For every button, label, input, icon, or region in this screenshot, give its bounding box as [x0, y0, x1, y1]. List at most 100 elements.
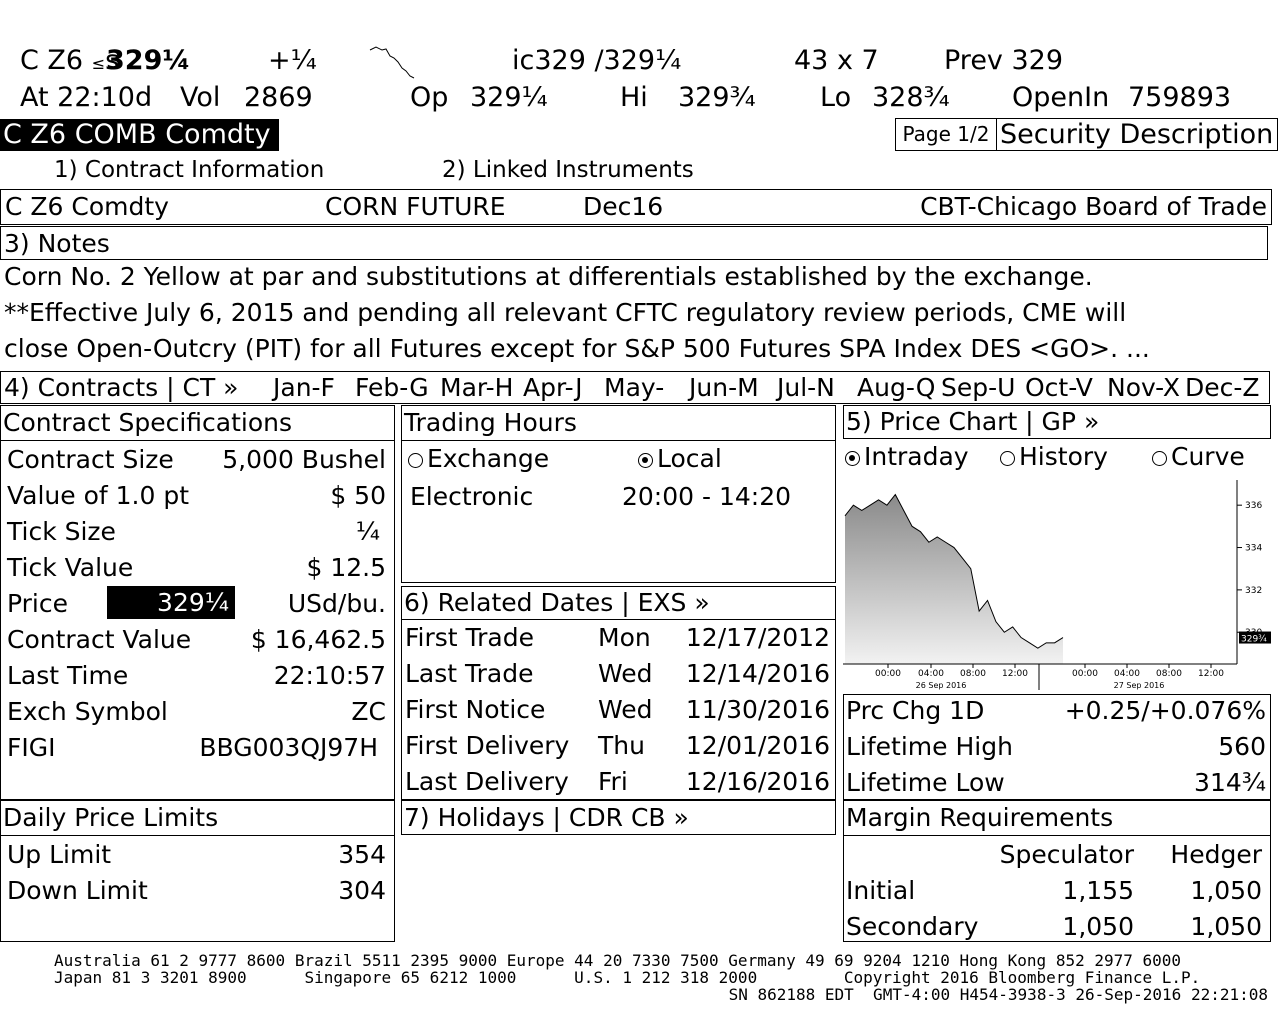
- margin-hedger-value: 1,050: [1190, 876, 1262, 905]
- contracts-label[interactable]: 4) Contracts | CT »: [4, 373, 239, 402]
- holidays-header[interactable]: 7) Holidays | CDR CB »: [401, 800, 836, 835]
- radio-unselected-icon: [1152, 450, 1167, 466]
- history-label: History: [1019, 442, 1108, 471]
- price-chart-header[interactable]: 5) Price Chart | GP »: [846, 407, 1100, 436]
- date-label-day-1: 26 Sep 2016: [916, 681, 967, 690]
- contract-month-aug[interactable]: Aug-Q: [857, 373, 936, 402]
- figi-label: FIGI: [7, 733, 56, 762]
- figi-value: BBG003QJ97H: [199, 733, 378, 762]
- contract-month-dec[interactable]: Dec-Z: [1185, 373, 1260, 402]
- curve-option[interactable]: Curve: [1152, 442, 1245, 472]
- hedger-column-header: Hedger: [1170, 840, 1262, 869]
- date-value: 12/14/2016: [685, 659, 830, 688]
- contract-month-feb[interactable]: Feb-G: [355, 373, 429, 402]
- intraday-price-chart[interactable]: 336334332330329¾00:0004:0008:0012:0000:0…: [843, 478, 1271, 694]
- lifetime-high-value: 560: [1218, 732, 1266, 761]
- prev-close: Prev 329: [944, 45, 1064, 76]
- last-price: 329¼: [106, 45, 191, 76]
- trading-hours-panel: Trading Hours Exchange Local Electronic …: [401, 405, 836, 583]
- intraday-option[interactable]: Intraday: [845, 442, 969, 472]
- low-value: 328¾: [872, 82, 950, 113]
- daily-price-limits-panel: Daily Price Limits Up Limit 354 Down Lim…: [0, 800, 395, 942]
- menu-contract-information[interactable]: 1) Contract Information: [54, 157, 325, 183]
- margin-hedger-value: 1,050: [1190, 912, 1262, 941]
- notes-header[interactable]: 3) Notes: [0, 226, 1268, 260]
- volume-label: Vol: [180, 82, 221, 113]
- security-ticker: C Z6 Comdty: [5, 192, 169, 221]
- contract-month-oct[interactable]: Oct-V: [1025, 373, 1093, 402]
- y-tick-label: 332: [1245, 586, 1262, 596]
- last-time-label: Last Time: [7, 661, 129, 690]
- exch-symbol-value: ZC: [351, 697, 386, 726]
- price-input[interactable]: 329¼: [107, 586, 235, 619]
- last-time-value: 22:10:57: [273, 661, 386, 690]
- x-tick-label: 08:00: [1156, 669, 1182, 679]
- menu-linked-instruments[interactable]: 2) Linked Instruments: [442, 157, 694, 183]
- tick-value-label: Tick Value: [7, 553, 134, 582]
- history-option[interactable]: History: [1000, 442, 1108, 472]
- contract-month-sep[interactable]: Sep-U: [941, 373, 1016, 402]
- high-label: Hi: [620, 82, 648, 113]
- date-day: Wed: [598, 659, 653, 688]
- date-day: Mon: [598, 623, 651, 652]
- down-limit-value: 304: [338, 876, 386, 905]
- contract-month-apr[interactable]: Apr-J: [523, 373, 583, 402]
- tick-size-label: Tick Size: [7, 517, 116, 546]
- lifetime-low-value: 314¾: [1194, 768, 1266, 797]
- date-label-day-2: 27 Sep 2016: [1114, 681, 1165, 690]
- value-of-point-label: Value of 1.0 pt: [7, 481, 190, 510]
- chart-axes: 336334332330329¾00:0004:0008:0012:0000:0…: [843, 480, 1271, 690]
- exchange-option-label: Exchange: [427, 444, 550, 473]
- footer-contacts-line-1: Australia 61 2 9777 8600 Brazil 5511 239…: [54, 951, 1182, 970]
- contract-month-mar[interactable]: Mar-H: [440, 373, 514, 402]
- local-time-option[interactable]: Local: [638, 444, 722, 474]
- footer-session-info: SN 862188 EDT GMT-4:00 H454-3938-3 26-Se…: [728, 985, 1268, 1004]
- date-day: Fri: [598, 767, 628, 796]
- contract-month-jul[interactable]: Jul-N: [777, 373, 835, 402]
- contract-month-may[interactable]: May-: [604, 373, 665, 402]
- intraday-label: Intraday: [864, 442, 969, 471]
- sparkline-icon: [369, 46, 415, 79]
- x-tick-label: 04:00: [1114, 669, 1140, 679]
- security-exchange: CBT-Chicago Board of Trade: [920, 192, 1267, 221]
- tick-value-value: $ 12.5: [306, 553, 386, 582]
- contracts-strip: 4) Contracts | CT » Jan-F Feb-G Mar-H Ap…: [0, 371, 1270, 404]
- price-change-value: +0.25/+0.076%: [1064, 696, 1266, 725]
- x-tick-label: 00:00: [875, 669, 901, 679]
- open-label: Op: [410, 82, 449, 113]
- date-label: First Trade: [405, 623, 535, 652]
- price-area: [845, 494, 1063, 664]
- x-tick-label: 08:00: [960, 669, 986, 679]
- contract-month-nov[interactable]: Nov-X: [1107, 373, 1181, 402]
- screen-title: Security Description: [996, 118, 1278, 151]
- net-change: +¼: [268, 45, 317, 76]
- contract-month-jun[interactable]: Jun-M: [689, 373, 759, 402]
- lifetime-low-label: Lifetime Low: [846, 768, 1005, 797]
- specs-header: Contract Specifications: [3, 408, 293, 437]
- contract-value-label: Contract Value: [7, 625, 192, 654]
- quote-ticker: C Z6 ≤s: [20, 45, 120, 76]
- up-limit-label: Up Limit: [7, 840, 112, 869]
- lifetime-high-label: Lifetime High: [846, 732, 1013, 761]
- price-stats-panel: Prc Chg 1D +0.25/+0.076% Lifetime High 5…: [843, 694, 1271, 800]
- contract-specifications-panel: Contract Specifications Contract Size 5,…: [0, 405, 395, 800]
- notes-line-3: close Open-Outcry (PIT) for all Futures …: [4, 334, 1150, 363]
- page-indicator[interactable]: Page 1/2: [895, 118, 997, 151]
- related-dates-header[interactable]: 6) Related Dates | EXS »: [404, 588, 710, 617]
- date-label: First Delivery: [405, 731, 570, 760]
- high-value: 329¾: [678, 82, 756, 113]
- radio-unselected-icon: [1000, 450, 1015, 466]
- last-price-tag-label: 329¾: [1241, 635, 1267, 645]
- contract-month-jan[interactable]: Jan-F: [273, 373, 335, 402]
- y-tick-label: 336: [1245, 501, 1262, 511]
- notes-line-2: **Effective July 6, 2015 and pending all…: [4, 298, 1127, 327]
- local-option-label: Local: [657, 444, 722, 473]
- price-change-label: Prc Chg 1D: [846, 696, 985, 725]
- margin-speculator-value: 1,050: [1062, 912, 1134, 941]
- radio-selected-icon: [638, 452, 653, 468]
- x-tick-label: 12:00: [1198, 669, 1224, 679]
- exchange-time-option[interactable]: Exchange: [408, 444, 549, 474]
- low-label: Lo: [820, 82, 852, 113]
- session-label: Electronic: [410, 482, 534, 511]
- footer-contacts-line-2: Japan 81 3 3201 8900 Singapore 65 6212 1…: [54, 968, 1201, 987]
